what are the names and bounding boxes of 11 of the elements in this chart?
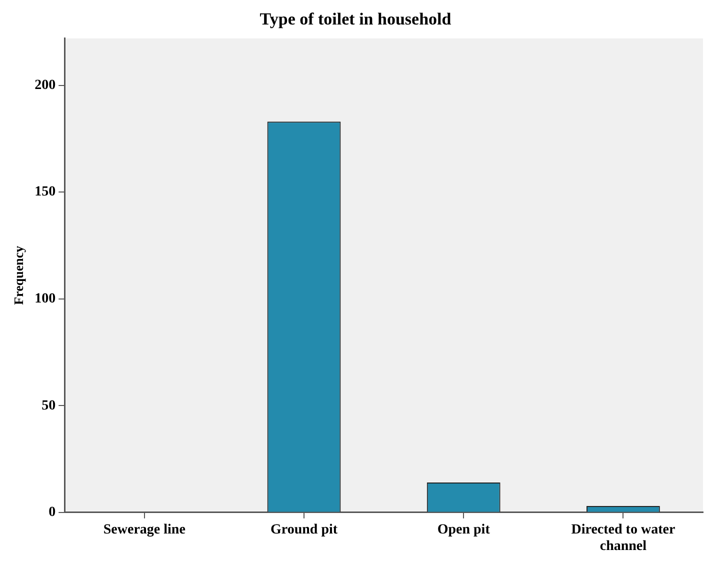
x-tick-label: Sewerage line bbox=[103, 522, 186, 538]
y-tick-label: 100 bbox=[34, 291, 56, 306]
y-tick-label: 150 bbox=[34, 184, 56, 200]
chart-title: Type of toilet in household bbox=[260, 10, 452, 29]
y-tick-label: 0 bbox=[48, 505, 56, 520]
y-axis-title: Frequency bbox=[11, 245, 26, 305]
x-tick-label: Open pit bbox=[437, 522, 490, 538]
x-tick-label: Directed to water channel bbox=[571, 522, 676, 554]
x-tick-label: Ground pit bbox=[270, 522, 338, 538]
y-tick-label: 200 bbox=[34, 78, 56, 93]
y-tick-label: 50 bbox=[42, 398, 56, 414]
